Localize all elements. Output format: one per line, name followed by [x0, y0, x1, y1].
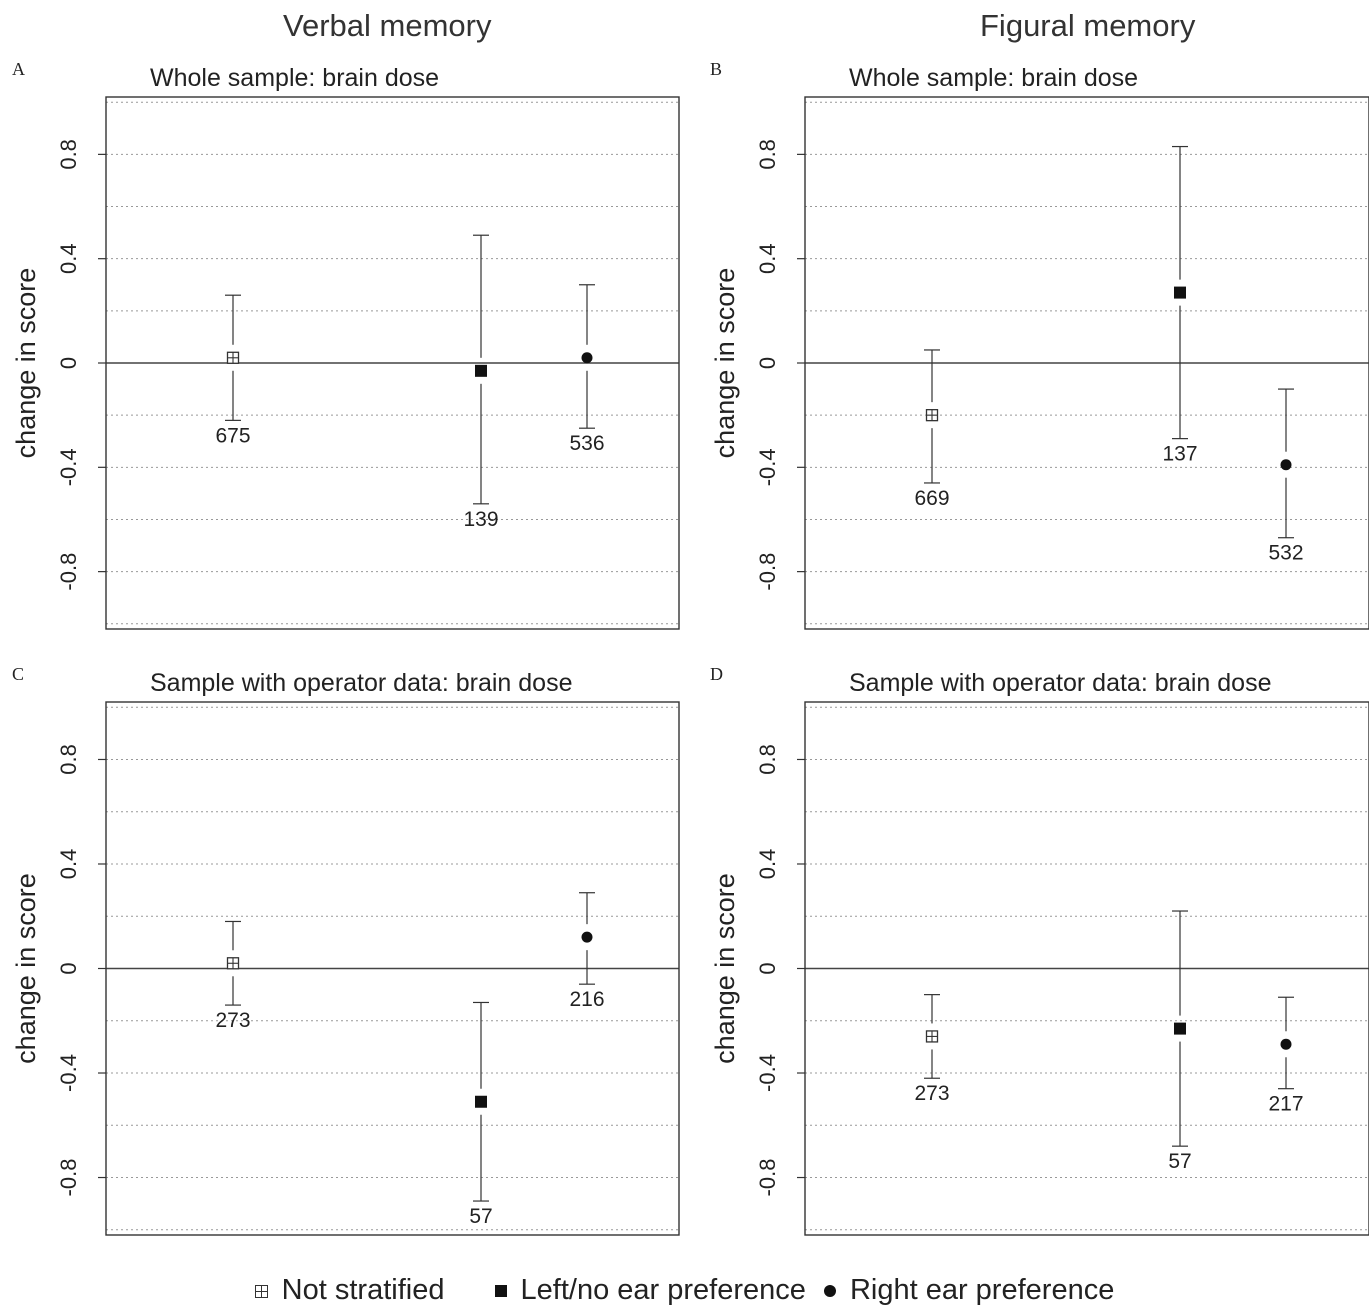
- legend: Not stratified Left/no ear preference Ri…: [0, 1274, 1369, 1307]
- sample-size-label: 57: [1168, 1150, 1191, 1173]
- y-tick-label: -0.8: [56, 1159, 81, 1197]
- y-tick-label: -0.4: [755, 1054, 780, 1092]
- filled-circle-icon: [823, 1285, 836, 1298]
- sample-size-label: 273: [215, 1009, 250, 1032]
- column-title-verbal: Verbal memory: [283, 8, 492, 43]
- legend-item-not-stratified: Not stratified: [254, 1274, 445, 1307]
- panel-c: C Sample with operator data: brain dose 0.…: [11, 664, 680, 1236]
- sample-size-label: 57: [469, 1205, 492, 1228]
- panel-letter: D: [710, 664, 723, 684]
- marker-filled-circle: [581, 352, 593, 364]
- sample-size-label: 137: [1162, 443, 1197, 466]
- data-point-filled-circle: 536: [569, 284, 605, 455]
- panel-letter: C: [12, 664, 24, 684]
- marker-filled-circle: [1280, 1038, 1292, 1050]
- y-tick-label: -0.4: [56, 1054, 81, 1092]
- y-tick-label: 0: [56, 962, 81, 974]
- marker-filled-square: [475, 1095, 487, 1108]
- y-tick-label: -0.4: [56, 448, 81, 486]
- data-point-filled-square: 57: [469, 1001, 493, 1228]
- y-tick-label: 0.8: [755, 139, 780, 170]
- data-point-filled-square: 139: [463, 234, 499, 531]
- panel-title: Sample with operator data: brain dose: [150, 669, 572, 697]
- chart-figure: A Whole sample: brain dose 0.8 0.4 0 -0.4 -0.8…: [11, 59, 1369, 1236]
- y-tick-label: 0.8: [56, 139, 81, 170]
- data-point-open-square-plus: 273: [215, 920, 251, 1032]
- sample-size-label: 532: [1268, 542, 1303, 565]
- data-point-filled-circle: 532: [1268, 388, 1304, 565]
- y-tick-label: 0.8: [755, 744, 780, 775]
- data-point-filled-square: 57: [1168, 910, 1192, 1173]
- sample-size-label: 273: [914, 1082, 949, 1105]
- y-axis-label: change in score: [11, 268, 41, 459]
- marker-filled-circle: [581, 931, 593, 943]
- sample-size-label: 216: [569, 988, 604, 1011]
- column-title-figural: Figural memory: [980, 8, 1196, 43]
- y-tick-label: 0.4: [56, 849, 81, 880]
- sample-size-label: 669: [914, 487, 949, 510]
- panel-title: Whole sample: brain dose: [849, 64, 1138, 92]
- data-point-filled-square: 137: [1162, 145, 1198, 466]
- legend-item-right-ear: Right ear preference: [823, 1274, 1115, 1307]
- panel-title: Sample with operator data: brain dose: [849, 669, 1271, 697]
- data-point-open-square-plus: 675: [215, 294, 251, 447]
- y-tick-label: 0.4: [755, 849, 780, 880]
- y-tick-label: 0.4: [56, 243, 81, 274]
- sample-size-label: 139: [463, 508, 498, 531]
- y-tick-label: 0.8: [56, 744, 81, 775]
- y-axis-label: change in score: [710, 268, 740, 459]
- y-tick-label: 0: [755, 962, 780, 974]
- legend-label: Right ear preference: [849, 1274, 1115, 1306]
- panel-letter: A: [12, 59, 25, 79]
- data-point-filled-circle: 217: [1268, 996, 1304, 1116]
- sample-size-label: 675: [215, 424, 250, 447]
- data-point-filled-circle: 216: [569, 892, 605, 1011]
- marker-filled-square: [1174, 286, 1186, 299]
- y-tick-label: -0.8: [755, 1159, 780, 1197]
- legend-label: Not stratified: [281, 1274, 445, 1306]
- y-tick-label: -0.8: [56, 553, 81, 591]
- y-tick-label: -0.8: [755, 553, 780, 591]
- open-square-plus-icon: [254, 1284, 268, 1298]
- panel-title: Whole sample: brain dose: [150, 64, 439, 92]
- sample-size-label: 536: [569, 432, 604, 455]
- data-point-open-square-plus: 273: [914, 994, 950, 1105]
- legend-item-left-ear: Left/no ear preference: [494, 1274, 806, 1307]
- panel-letter: B: [710, 59, 722, 79]
- y-tick-label: 0.4: [755, 243, 780, 274]
- y-tick-label: 0: [755, 357, 780, 369]
- marker-filled-square: [1174, 1022, 1186, 1035]
- data-point-open-square-plus: 669: [914, 349, 950, 510]
- panel-d: D Sample with operator data: brain dose 0.…: [710, 664, 1369, 1236]
- y-axis-label: change in score: [11, 873, 41, 1064]
- y-tick-label: -0.4: [755, 448, 780, 486]
- y-tick-label: 0: [56, 357, 81, 369]
- y-axis-label: change in score: [710, 873, 740, 1064]
- marker-filled-circle: [1280, 459, 1292, 471]
- panel-a: A Whole sample: brain dose 0.8 0.4 0 -0.4 -0.8…: [11, 59, 680, 630]
- panel-b: B Whole sample: brain dose 0.8 0.4 0 -0.4 -0.8…: [710, 59, 1369, 630]
- legend-label: Left/no ear preference: [520, 1274, 806, 1306]
- sample-size-label: 217: [1268, 1093, 1303, 1116]
- filled-square-icon: [494, 1285, 507, 1298]
- marker-filled-square: [475, 364, 487, 377]
